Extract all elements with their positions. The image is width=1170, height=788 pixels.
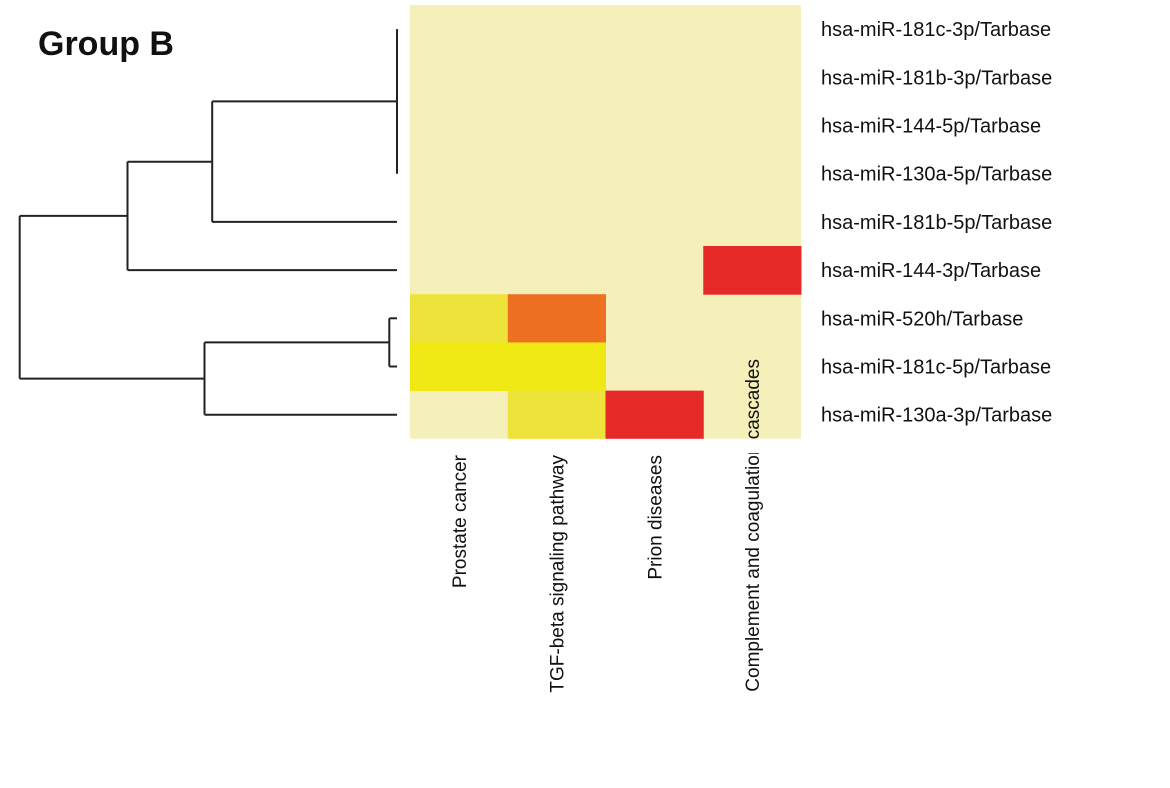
heatmap-cell xyxy=(507,294,606,343)
row-labels: hsa-miR-181c-3p/Tarbase hsa-miR-181b-3p/T… xyxy=(821,19,1052,427)
row-dendrogram xyxy=(18,29,398,416)
chart-title: Group B xyxy=(38,25,174,63)
column-labels: Prostate cancer TGF-beta signaling pathwa… xyxy=(410,359,801,693)
row-label: hsa-miR-181c-5p/Tarbase xyxy=(821,357,1051,379)
heatmap-cell xyxy=(507,390,606,440)
column-label: Prion diseases xyxy=(645,455,666,580)
column-label: Complement and coagulation cascades xyxy=(743,359,764,692)
column-label: TGF-beta signaling pathway xyxy=(548,455,569,693)
row-label: hsa-miR-181b-3p/Tarbase xyxy=(821,67,1052,89)
heatmap-cell xyxy=(605,390,704,440)
heatmap-grid xyxy=(410,5,802,440)
row-label: hsa-miR-520h/Tarbase xyxy=(821,308,1023,330)
heatmap-cell xyxy=(507,342,606,392)
row-label: hsa-miR-144-5p/Tarbase xyxy=(821,116,1041,138)
row-label: hsa-miR-181c-3p/Tarbase xyxy=(821,19,1051,41)
row-label: hsa-miR-130a-3p/Tarbase xyxy=(821,405,1052,427)
heatmap-cell xyxy=(703,246,802,295)
row-label: hsa-miR-144-3p/Tarbase xyxy=(821,260,1041,282)
column-label: Prostate cancer xyxy=(450,454,471,588)
label-clip-mask xyxy=(410,438,801,453)
row-label: hsa-miR-181b-5p/Tarbase xyxy=(821,212,1052,234)
heatmap-cell xyxy=(410,342,509,392)
row-label: hsa-miR-130a-5p/Tarbase xyxy=(821,164,1052,186)
heatmap-cell xyxy=(410,294,509,343)
